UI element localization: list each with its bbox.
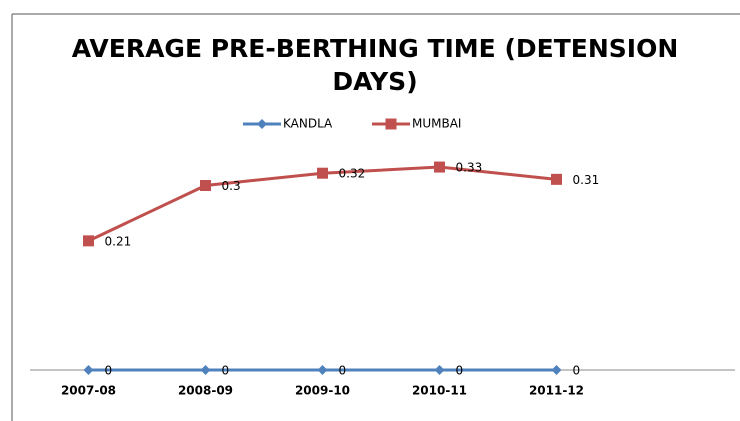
marker bbox=[83, 365, 94, 375]
marker bbox=[385, 118, 397, 130]
marker bbox=[200, 365, 211, 375]
marker bbox=[317, 167, 328, 179]
marker bbox=[317, 365, 328, 375]
x-tick-label: 2008-09 bbox=[178, 384, 233, 398]
data-label: 0.33 bbox=[456, 161, 483, 175]
data-label: 0 bbox=[339, 364, 347, 378]
data-label: 0.3 bbox=[222, 179, 241, 193]
x-tick-label: 2011-12 bbox=[529, 384, 584, 398]
data-label: 0.31 bbox=[573, 173, 600, 187]
legend-label: MUMBAI bbox=[412, 117, 461, 131]
data-label: 0.32 bbox=[339, 167, 366, 181]
marker bbox=[200, 180, 211, 191]
marker bbox=[551, 173, 562, 185]
marker bbox=[551, 365, 562, 375]
marker bbox=[434, 365, 445, 375]
marker bbox=[83, 235, 94, 247]
data-label: 0 bbox=[456, 364, 464, 378]
data-label: 0 bbox=[105, 364, 113, 378]
chart-title: AVERAGE PRE-BERTHING TIME (DETENSION DAY… bbox=[71, 34, 679, 96]
marker bbox=[257, 119, 267, 129]
x-tick-label: 2010-11 bbox=[412, 384, 467, 398]
marker bbox=[434, 161, 445, 173]
data-label: 0 bbox=[573, 364, 581, 378]
data-label: 0.21 bbox=[105, 234, 132, 248]
legend-label: KANDLA bbox=[283, 117, 333, 131]
x-tick-label: 2009-10 bbox=[295, 384, 350, 398]
x-tick-label: 2007-08 bbox=[61, 384, 116, 398]
data-label: 0 bbox=[222, 364, 230, 378]
